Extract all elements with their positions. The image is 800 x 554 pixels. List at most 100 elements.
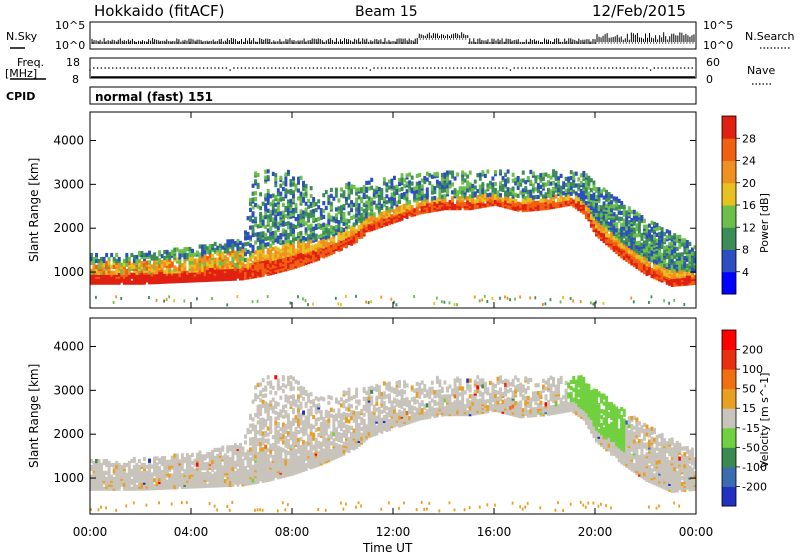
freq-mark [577, 67, 580, 69]
heatmap-cell [653, 221, 656, 227]
heatmap-cell [612, 245, 616, 250]
heatmap-cell [339, 205, 343, 210]
freq-mark [115, 67, 118, 69]
heatmap-cell [529, 197, 533, 202]
heatmap-cell [158, 264, 162, 269]
heatmap-cell [95, 458, 98, 464]
heatmap-cell [670, 251, 674, 256]
heatmap-cell [309, 227, 313, 232]
heatmap-cell [178, 459, 182, 464]
heatmap-cell [350, 184, 353, 189]
heatmap-cell [569, 170, 573, 175]
heatmap-cell [365, 180, 369, 186]
heatmap-cell [201, 458, 205, 463]
heatmap-cell [398, 187, 401, 193]
heatmap-cell [357, 195, 361, 200]
heatmap-cell [102, 270, 106, 275]
noise-search-mark [440, 38, 443, 40]
freq-mark [664, 67, 667, 69]
heatmap-cell [627, 220, 631, 225]
heatmap-cell [292, 208, 295, 213]
heatmap-cell [284, 229, 288, 234]
heatmap-cell [483, 193, 487, 198]
heatmap-cell [191, 452, 194, 458]
heatmap-cell [180, 249, 184, 254]
heatmap-cell [680, 266, 684, 271]
heatmap-cell [246, 469, 250, 474]
heatmap-cell [244, 242, 247, 247]
heatmap-cell [400, 214, 404, 219]
heatmap-cell [395, 206, 399, 211]
heatmap-cell [206, 452, 210, 457]
heatmap-cell [562, 197, 566, 202]
heatmap-cell [105, 480, 109, 485]
heatmap-cell [246, 463, 250, 468]
heatmap-cell [461, 190, 465, 195]
freq-mark [615, 67, 618, 69]
noise-search-mark [486, 42, 488, 44]
freq-mark [520, 67, 523, 69]
heatmap-cell [264, 211, 268, 216]
heatmap-cell [509, 205, 513, 210]
heatmap-cell [120, 262, 124, 268]
heatmap-cell [264, 232, 268, 237]
nave-tick-top: 60 [706, 56, 720, 69]
heatmap-cell [562, 191, 566, 196]
heatmap-cell [180, 467, 184, 472]
heatmap-cell [289, 222, 293, 227]
heatmap-cell [635, 211, 639, 216]
heatmap-cell [203, 244, 207, 249]
heatmap-cell [574, 183, 578, 188]
heatmap-cell [107, 464, 111, 470]
heatmap-cell [453, 188, 457, 193]
colorbar-tick-label: 8 [742, 244, 749, 257]
noise-search-mark [413, 42, 415, 44]
heatmap-cell [329, 187, 333, 193]
freq-mark [191, 67, 194, 69]
heatmap-cell [223, 261, 227, 266]
heatmap-cell [491, 176, 495, 181]
heatmap-cell [415, 181, 419, 186]
heatmap-cell [357, 207, 361, 212]
heatmap-cell [410, 175, 414, 180]
heatmap-cell [569, 197, 573, 202]
heatmap-cell [504, 172, 508, 177]
heatmap-cell [170, 279, 174, 284]
heatmap-cell [322, 238, 326, 243]
heatmap-cell [223, 255, 227, 260]
heatmap-cell [382, 210, 386, 216]
heatmap-cell [185, 453, 189, 458]
heatmap-cell [201, 258, 205, 263]
heatmap-cell [218, 261, 222, 266]
noise-search-mark [204, 42, 206, 44]
freq-mark [157, 67, 159, 69]
noise-search-mark [628, 42, 630, 44]
freq-mark [210, 67, 212, 69]
heatmap-cell [117, 462, 121, 468]
heatmap-cell [228, 508, 231, 512]
heatmap-cell [299, 213, 303, 218]
freq-mark [414, 67, 417, 69]
heatmap-cell [473, 179, 477, 184]
noise-search-mark [568, 42, 570, 44]
noise-search-mark [525, 42, 527, 44]
heatmap-cell [117, 266, 121, 271]
heatmap-cell [552, 169, 555, 174]
heatmap-cell [506, 169, 510, 174]
heatmap-cell [251, 300, 254, 304]
heatmap-cell [387, 207, 391, 212]
heatmap-cell [592, 208, 596, 213]
heatmap-cell [266, 254, 270, 259]
heatmap-cell [233, 448, 237, 454]
heatmap-cell [630, 209, 634, 215]
heatmap-cell [372, 216, 376, 221]
heatmap-cell [148, 250, 151, 255]
heatmap-cell [658, 269, 662, 274]
freq-mark [460, 67, 462, 69]
heatmap-cell [155, 462, 159, 467]
heatmap-cell [337, 220, 341, 225]
heatmap-cell [231, 476, 235, 481]
heatmap-cell [655, 256, 659, 261]
freq-mark [255, 67, 258, 69]
heatmap-cell [236, 456, 240, 461]
